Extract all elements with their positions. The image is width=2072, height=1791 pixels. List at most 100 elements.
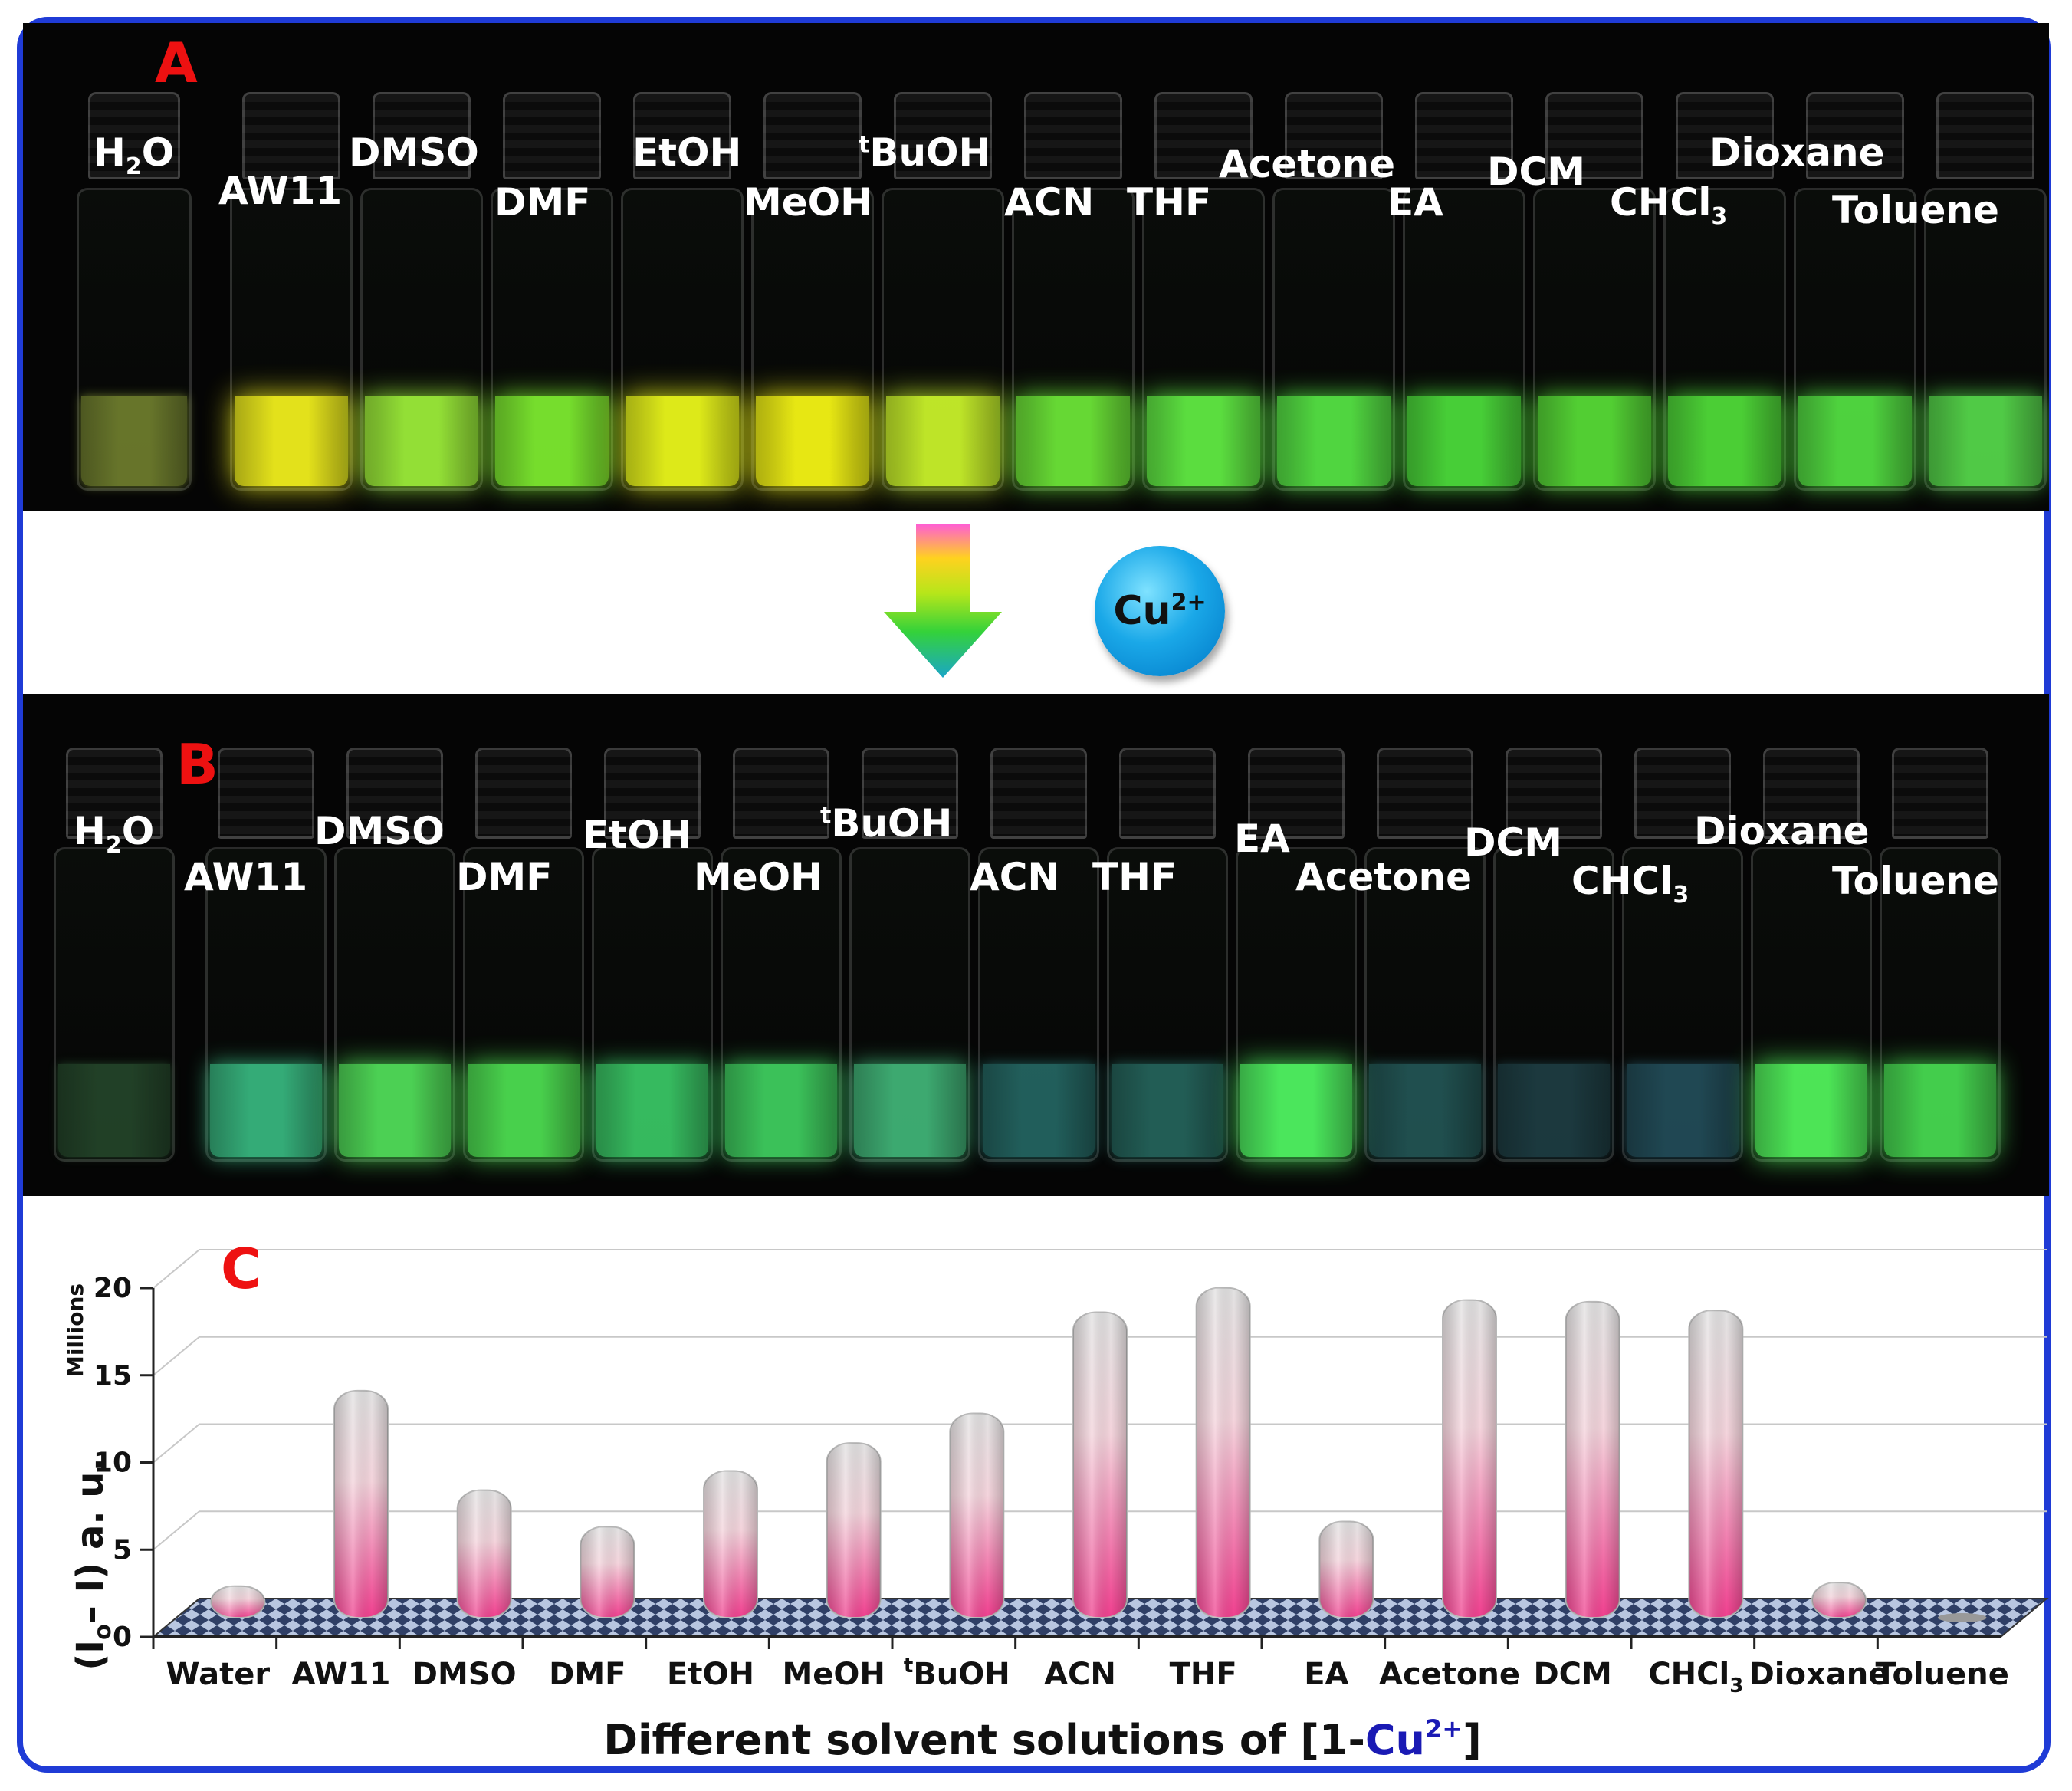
vial-liquid [1929,396,2042,486]
vial-liquid [468,1063,580,1157]
vial-cap [88,92,180,180]
vial-cap [474,748,573,839]
vial-label-thf: THF [1092,855,1177,899]
vial-label-acetone: Acetone [1295,855,1473,899]
vial-liquid [725,1063,837,1157]
vial-liquid [495,396,609,486]
vial-liquid [983,1063,1095,1157]
vial-cap [990,748,1088,839]
vial-thf [1107,748,1228,1162]
photo-panel-b: B H2O AW11 DMSO DMF EtOH MeOH tBuOH ACN THF EA Ace… [23,694,2049,1196]
vial-cap [65,748,163,839]
vial-dioxane [1751,748,1872,1162]
vial-liquid [854,1063,966,1157]
vial-liquid [235,396,348,486]
vial-body [849,846,970,1162]
vial-dmso [334,748,455,1162]
vial-cap [1891,748,1989,839]
bar-shading [334,1390,388,1618]
vial-acn [978,748,1099,1162]
x-tick-label: DMF [549,1657,626,1692]
vial-cap [763,92,862,180]
vial-ea [1403,92,1525,491]
vial-label-etoh: EtOH [583,813,692,857]
vial-cap [1634,748,1732,839]
vial-dmso [360,92,483,491]
vial-label-tbuoh: tBuOH [820,801,953,846]
vial-label-acetone: Acetone [1219,142,1396,186]
vial-cap [1154,92,1253,180]
vial-label-etoh: EtOH [632,130,742,175]
vial-cap [1118,748,1217,839]
vial-liquid [339,1063,451,1157]
gridline [153,1336,2047,1376]
x-tick-label: DCM [1533,1657,1611,1692]
vial-cap [373,92,471,180]
vial-liquid [1538,396,1651,486]
vial-dmf [491,92,613,491]
vial-body [1493,846,1614,1162]
vial-body [1794,187,1916,491]
bar-shading [580,1526,635,1618]
vial-aw11 [230,92,353,491]
vial-cap [603,748,701,839]
vial-meoh [721,748,842,1162]
vial-label-tbuoh: tBuOH [859,130,991,175]
bar-chart: 0 5 10 15 20 Water AW11 DMSO DMF EtOH MeOH tBuOH ACN… [63,1237,2049,1763]
vial-body [1924,187,2047,491]
vial-cap [1024,92,1122,180]
bar-shading [1565,1301,1620,1618]
vial-h2o [54,748,175,1162]
vial-label-dmf: DMF [494,180,591,225]
x-axis-title: Different solvent solutions of [1-Cu2+] [603,1714,1482,1763]
chart-bars [210,1287,1987,1622]
down-arrow-icon [884,524,1002,678]
vial-cap [894,92,992,180]
vial-liquid [886,396,1000,486]
vial-body [751,187,874,491]
vial-body [334,846,455,1162]
vial-label-ea: EA [1387,180,1443,225]
vial-label-toluene: Toluene [1832,859,1999,903]
y-tick-label: 5 [113,1534,132,1566]
bar-shading [704,1471,757,1618]
vial-body [1364,846,1486,1162]
vial-body [1751,846,1872,1162]
vial-label-dioxane: Dioxane [1694,809,1870,853]
vial-cap [1285,92,1383,180]
vial-acetone [1272,92,1395,491]
vial-liquid [1755,1063,1867,1157]
bar-shading [1196,1287,1250,1618]
vial-body [1107,846,1228,1162]
vial-body [1533,187,1656,491]
vial-label-toluene: Toluene [1832,188,1999,232]
bar-shading [1443,1300,1496,1618]
x-tick-label: Toluene [1875,1657,2008,1692]
x-tick-label: CHCl3 [1648,1657,1743,1697]
vial-label-acn: ACN [970,855,1060,899]
vial-cap [1676,92,1774,180]
x-tick-label: Dioxane [1749,1657,1890,1692]
vial-cap [242,92,340,180]
vial-liquid [81,396,187,486]
vial-h2o [77,92,192,491]
y-tick-label: 20 [94,1273,132,1304]
gridline [153,1423,2047,1464]
x-tick-label: EtOH [667,1657,754,1692]
vial-cap [861,748,959,839]
panel-letter-a: A [155,31,198,95]
vial-toluene [1924,92,2047,491]
vial-dcm [1493,748,1614,1162]
vial-thf [1142,92,1265,491]
vial-body [205,846,327,1162]
vial-chcl3 [1622,748,1743,1162]
vial-body [1012,187,1135,491]
vial-body [1272,187,1395,491]
gridline [153,1249,2047,1289]
vial-dcm [1533,92,1656,491]
x-tick-label: ACN [1044,1657,1116,1692]
vial-label-aw11: AW11 [218,169,343,213]
vial-body [621,187,744,491]
bar-shading [1689,1310,1743,1618]
gridline [153,1510,2047,1551]
